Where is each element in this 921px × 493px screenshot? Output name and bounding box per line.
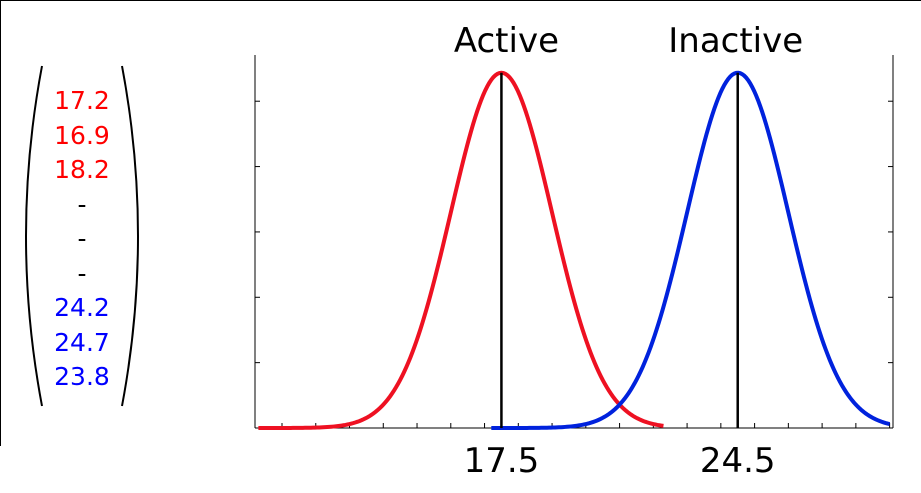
series-label: Active (454, 21, 559, 61)
vector-entry: 16.9 (54, 120, 110, 150)
series-curve-inactive (491, 70, 891, 430)
vector-entry: - (77, 189, 87, 219)
vector-entry: - (77, 258, 87, 288)
x-tick-label: 24.5 (700, 441, 776, 481)
vector-brackets (25, 65, 139, 407)
vector-entry: 18.2 (54, 155, 110, 184)
vector-entry: 23.8 (54, 362, 110, 391)
vector-entry: 17.2 (54, 86, 110, 115)
vector-entry: 24.7 (54, 327, 110, 357)
value-vector: 17.2 16.9 18.2 - - - 24.2 24.7 23.8 (0, 0, 160, 493)
top-border (0, 0, 921, 1)
vector-entry: 24.2 (54, 293, 110, 322)
series-curve-active (258, 70, 664, 430)
left-paren (25, 65, 43, 407)
vector-entry: - (77, 224, 87, 253)
left-border (0, 0, 1, 446)
right-paren (121, 65, 139, 407)
series-label: Inactive (668, 21, 803, 61)
x-tick-label: 17.5 (464, 441, 540, 481)
